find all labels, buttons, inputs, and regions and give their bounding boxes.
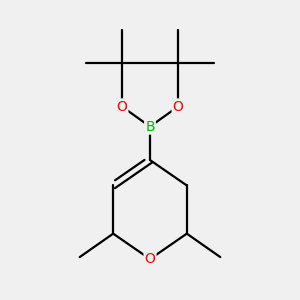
Text: O: O — [116, 100, 127, 113]
Text: O: O — [173, 100, 184, 113]
Text: B: B — [145, 120, 155, 134]
Text: O: O — [145, 252, 155, 266]
